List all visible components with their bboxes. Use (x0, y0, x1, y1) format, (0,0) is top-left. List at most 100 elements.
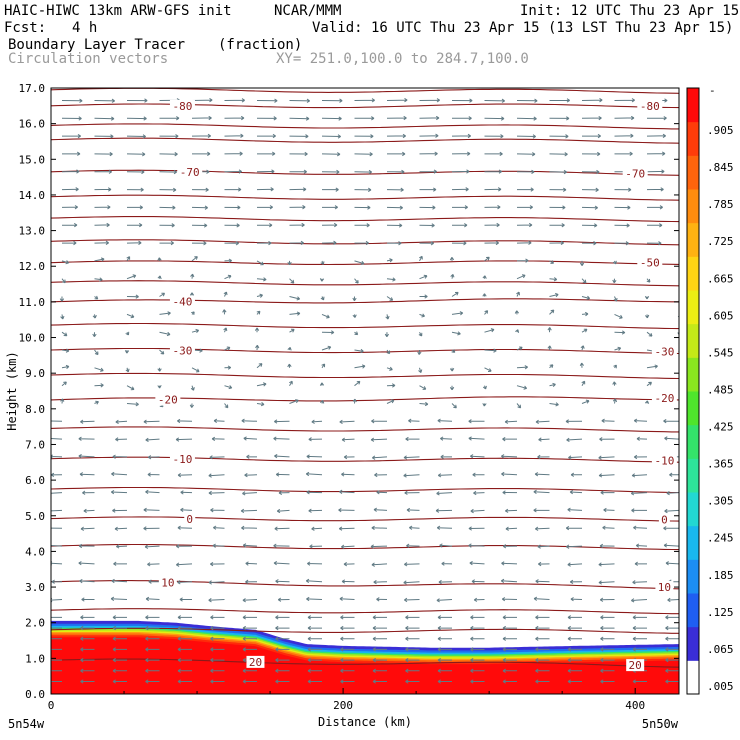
vector-arrow (403, 455, 420, 460)
vector-arrow (224, 187, 242, 192)
vector-arrow (62, 133, 81, 139)
vector-arrow (113, 561, 128, 566)
vector-arrow (307, 615, 322, 620)
vector-arrow (419, 223, 435, 228)
vector-arrow (386, 277, 396, 282)
vector-arrow (287, 347, 292, 351)
vector-arrow (275, 668, 290, 673)
vector-arrow (468, 419, 485, 424)
vector-arrow (191, 223, 208, 228)
vector-arrow (126, 256, 131, 262)
vector-arrow (376, 597, 388, 602)
y-tick-label: 3.0 (25, 581, 45, 594)
colorbar-label: .785 (707, 198, 734, 211)
vector-arrow (224, 365, 232, 370)
vector-arrow (484, 187, 502, 192)
vector-arrow (567, 625, 582, 631)
vector-arrow (191, 151, 211, 157)
vector-arrow (632, 580, 648, 585)
vector-arrow (159, 240, 174, 246)
contour--40 (51, 298, 679, 304)
vector-arrow (371, 562, 388, 567)
vector-arrow (343, 454, 355, 460)
vector-arrow (61, 278, 66, 284)
colorbar-swatch (687, 391, 699, 426)
y-tick-label: 8.0 (25, 403, 45, 416)
colorbar-swatch (687, 559, 699, 594)
contour-unlabeled-13 (51, 88, 679, 94)
y-tick-label: 7.0 (25, 438, 45, 451)
vector-arrow (581, 187, 599, 193)
vector-arrow (51, 648, 62, 650)
vector-arrow (549, 277, 558, 282)
vector-arrow (145, 596, 160, 602)
vector-arrow (289, 399, 299, 404)
contour-label--10-1: -10 (654, 454, 674, 467)
vector-arrow (581, 133, 601, 139)
vector-arrow (224, 151, 243, 156)
vector-arrow (210, 636, 225, 641)
vector-arrow (242, 615, 257, 620)
vector-arrow (600, 636, 615, 641)
contour--70 (51, 169, 679, 176)
vector-arrow (535, 636, 550, 641)
vector-arrow (437, 615, 452, 620)
vector-arrow (81, 597, 95, 602)
vector-arrow (646, 151, 666, 156)
vector-arrow (177, 525, 193, 530)
vector-arrow (78, 543, 95, 549)
vector-arrow (614, 241, 629, 246)
vector-arrow (127, 205, 143, 210)
vector-arrow (516, 346, 523, 351)
vector-arrow (112, 454, 128, 459)
vector-arrow (145, 647, 160, 652)
vector-arrow (126, 385, 135, 391)
contour--50 (51, 260, 679, 266)
vector-arrow (451, 403, 457, 409)
vector-arrow (273, 543, 290, 548)
vector-arrow (144, 544, 160, 549)
vector-arrow (338, 507, 355, 513)
vector-arrow (61, 331, 68, 337)
vector-arrow (549, 240, 564, 246)
vector-arrow (484, 204, 501, 210)
colorbar-label: .605 (707, 309, 734, 322)
vector-arrow (567, 507, 583, 512)
vector-arrow (405, 657, 420, 663)
vector-arrow (373, 579, 388, 585)
vector-arrow (289, 296, 301, 301)
vector-arrow (61, 169, 80, 174)
vector-arrow (340, 657, 355, 663)
vector-arrow (213, 418, 225, 424)
y-tick-label: 4.0 (25, 545, 45, 558)
vector-arrow (341, 472, 355, 477)
vector-arrow (274, 454, 290, 459)
contour--30 (51, 347, 679, 355)
temperature-contours (51, 88, 679, 668)
vector-arrow (143, 507, 160, 513)
contour-label-bg (651, 345, 677, 358)
vector-arrow (190, 385, 195, 391)
colorbar-swatch (687, 492, 699, 527)
vector-arrow (386, 399, 395, 404)
vector-arrow (116, 544, 128, 549)
colorbar: .005 .065 .125 .185 .245 .305 .365 .425 .485 .545… (686, 84, 734, 695)
vector-arrow (191, 367, 200, 373)
vector-arrow (436, 491, 453, 496)
vector-arrow (437, 657, 452, 663)
vector-arrow (665, 561, 679, 566)
vector-arrow (289, 98, 310, 103)
vector-arrow (516, 403, 522, 409)
vector-arrow (386, 296, 394, 301)
vector-arrow (354, 240, 369, 246)
vector-arrow (505, 508, 518, 513)
contour-label-bg (169, 99, 195, 112)
vector-arrow (61, 98, 83, 103)
vector-arrow (61, 240, 77, 246)
field-name: Boundary Layer Tracer (8, 37, 186, 53)
init-time: Init: 12 UTC Thu 23 Apr 15 (520, 3, 740, 19)
vector-arrow (646, 331, 653, 337)
vector-arrow (600, 657, 615, 663)
y-axis-title: Height (km) (5, 351, 19, 430)
vector-arrow (482, 385, 487, 390)
